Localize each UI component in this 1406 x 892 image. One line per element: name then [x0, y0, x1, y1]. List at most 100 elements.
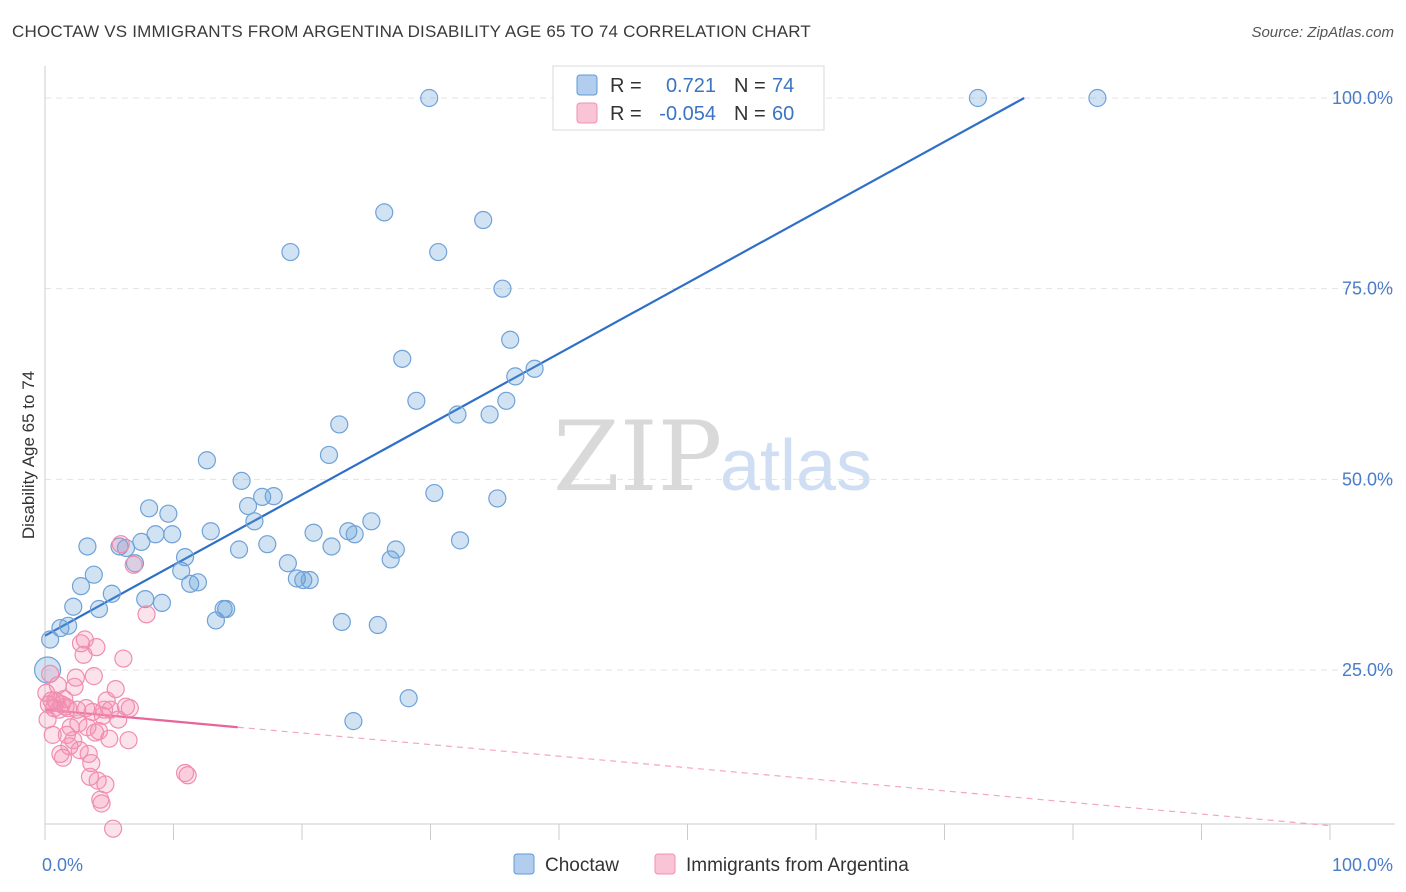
watermark-zip: ZIP: [553, 401, 722, 513]
y-tick-label-50: 50.0%: [1342, 469, 1393, 489]
legend-n-label-1: N =: [734, 75, 766, 97]
point-choctaw-67: [506, 367, 525, 386]
point-choctaw-70: [968, 88, 988, 108]
point-choctaw-39: [294, 570, 313, 590]
point-choctaw-15: [139, 499, 159, 518]
point-choctaw-42: [319, 445, 339, 465]
point-choctaw-71: [1088, 88, 1107, 108]
point-choctaw-56: [420, 88, 439, 108]
legend-n-value-1: 74: [772, 75, 794, 97]
y-axis-label: Disability Age 65 to 74: [19, 371, 38, 539]
point-choctaw-4: [64, 597, 83, 616]
bottom-legend-label-argentina: Immigrants from Argentina: [686, 855, 909, 876]
point-argentina-58: [75, 630, 94, 649]
point-choctaw-62: [480, 405, 499, 424]
point-argentina-49: [124, 555, 143, 574]
point-choctaw-7: [84, 565, 103, 584]
point-choctaw-29: [229, 540, 249, 559]
legend-r-value-1: 0.721: [666, 75, 716, 97]
point-choctaw-18: [159, 504, 178, 523]
point-choctaw-58: [429, 242, 448, 262]
legend-box: [552, 65, 825, 131]
point-argentina-55: [46, 691, 65, 710]
point-argentina-47: [119, 731, 138, 750]
point-argentina-27: [82, 753, 101, 773]
point-choctaw-59: [448, 405, 467, 424]
point-argentina-54: [41, 664, 60, 683]
point-argentina-19: [69, 714, 88, 733]
bottom-legend: Choctaw Immigrants from Argentina: [513, 853, 909, 876]
point-argentina-44: [111, 535, 130, 554]
point-argentina-28: [83, 702, 102, 722]
point-argentina-20: [70, 741, 89, 760]
point-choctaw-63: [488, 489, 507, 508]
bottom-legend-swatch-choctaw: [513, 853, 535, 875]
legend-n-label-2: N =: [734, 103, 766, 125]
trend-line-choctaw: [44, 97, 1025, 637]
point-argentina-29: [84, 667, 103, 686]
point-argentina-37: [96, 775, 115, 794]
point-choctaw-68: [525, 359, 544, 378]
point-argentina-41: [104, 819, 123, 838]
bottom-legend-swatch-argentina: [654, 853, 676, 875]
point-choctaw-16: [146, 525, 165, 544]
chart-title: CHOCTAW VS IMMIGRANTS FROM ARGENTINA DIS…: [12, 22, 812, 41]
point-choctaw-35: [264, 487, 283, 506]
point-choctaw-50: [375, 203, 394, 222]
point-argentina-50: [137, 605, 156, 624]
legend-swatch-argentina: [576, 102, 598, 124]
point-choctaw-19: [163, 525, 182, 544]
axes: [44, 66, 1395, 840]
point-choctaw-31: [238, 496, 258, 516]
point-choctaw-55: [407, 391, 426, 410]
point-choctaw-53: [393, 349, 412, 368]
point-choctaw-32: [245, 512, 264, 531]
gridlines: [45, 97, 1395, 671]
point-choctaw-21: [175, 548, 195, 567]
point-choctaw-48: [362, 512, 381, 531]
point-choctaw-54: [399, 689, 418, 708]
point-choctaw-3: [59, 616, 78, 635]
point-choctaw-13: [132, 532, 151, 551]
point-choctaw-72: [344, 712, 363, 731]
point-choctaw-66: [501, 330, 520, 349]
point-choctaw-65: [497, 391, 516, 410]
point-argentina-35: [92, 794, 111, 813]
bottom-legend-label-choctaw: Choctaw: [545, 855, 619, 876]
point-argentina-53: [38, 710, 57, 729]
point-choctaw-43: [322, 537, 341, 556]
point-argentina-57: [65, 677, 84, 696]
legend-r-label-2: R =: [610, 103, 642, 125]
point-choctaw-5: [71, 577, 91, 596]
point-choctaw-14: [136, 589, 155, 609]
point-choctaw-28: [217, 599, 236, 619]
point-choctaw-60: [450, 531, 470, 550]
legend-r-label-1: R =: [610, 75, 642, 97]
point-choctaw-51: [381, 550, 400, 569]
point-choctaw-40: [300, 570, 319, 590]
point-argentina-59: [93, 706, 112, 725]
point-choctaw-37: [281, 242, 300, 262]
point-choctaw-1: [41, 630, 60, 649]
point-choctaw-6: [78, 537, 97, 556]
point-choctaw-22: [181, 574, 200, 593]
point-choctaw-36: [278, 554, 297, 573]
legend-n-value-2: 60: [772, 103, 794, 125]
point-choctaw-20: [172, 561, 191, 580]
point-choctaw-30: [232, 471, 251, 490]
point-argentina-39: [100, 729, 119, 748]
legend-r-value-2: -0.054: [659, 103, 716, 125]
y-tick-label-25: 25.0%: [1342, 660, 1393, 680]
point-choctaw-44: [330, 415, 349, 434]
point-argentina-33: [89, 721, 109, 741]
trend-line-argentina: [44, 708, 238, 729]
point-argentina-17: [66, 668, 85, 687]
point-argentina-42: [106, 679, 125, 699]
point-argentina-51: [175, 763, 195, 783]
data-points: [33, 88, 1107, 838]
x-tick-label-0: 0.0%: [42, 855, 83, 875]
x-tick-label-100: 100.0%: [1332, 855, 1393, 875]
point-choctaw-25: [201, 522, 220, 541]
point-choctaw-61: [474, 210, 493, 230]
